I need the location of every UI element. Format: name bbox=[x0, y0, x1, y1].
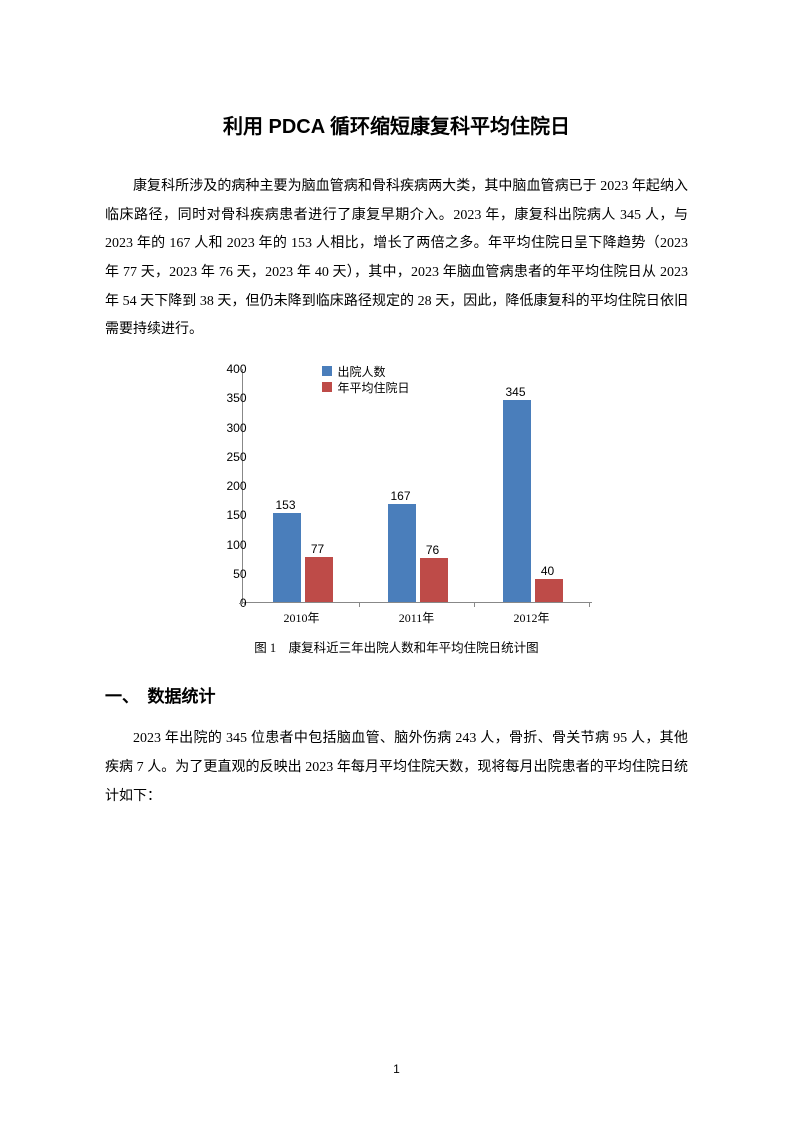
chart-bar bbox=[503, 400, 531, 602]
intro-paragraph: 康复科所涉及的病种主要为脑血管病和骨科疾病两大类，其中脑血管病已于 2023 年… bbox=[105, 173, 688, 345]
x-axis-tick-mark bbox=[244, 603, 245, 607]
y-axis-tick-mark bbox=[239, 486, 243, 487]
chart-bar bbox=[535, 579, 563, 602]
body-paragraph-1: 2023 年出院的 345 位患者中包括脑血管、脑外伤病 243 人，骨折、骨关… bbox=[105, 725, 688, 811]
y-axis-tick-mark bbox=[239, 398, 243, 399]
x-axis-category-label: 2010年 bbox=[283, 609, 319, 626]
chart-bar bbox=[420, 558, 448, 602]
bar-value-label: 40 bbox=[541, 564, 554, 578]
x-axis-tick-mark bbox=[474, 603, 475, 607]
y-axis-tick-mark bbox=[239, 457, 243, 458]
chart-caption: 图 1 康复科近三年出院人数和年平均住院日统计图 bbox=[187, 637, 607, 656]
bar-value-label: 77 bbox=[311, 542, 324, 556]
y-axis-tick-mark bbox=[239, 428, 243, 429]
x-axis-category-label: 2012年 bbox=[513, 609, 549, 626]
x-axis-tick-mark bbox=[589, 603, 590, 607]
chart-plot-area bbox=[242, 369, 592, 603]
chart-bar bbox=[388, 504, 416, 602]
bar-value-label: 153 bbox=[275, 498, 295, 512]
y-axis-tick-mark bbox=[239, 369, 243, 370]
page-number: 1 bbox=[0, 1062, 793, 1076]
y-axis-tick-mark bbox=[239, 574, 243, 575]
x-axis-category-label: 2011年 bbox=[399, 609, 435, 626]
y-axis-tick-mark bbox=[239, 515, 243, 516]
bar-value-label: 76 bbox=[426, 543, 439, 557]
chart-container: 出院人数年平均住院日 0501001502002503003504002010年… bbox=[187, 363, 607, 656]
bar-value-label: 345 bbox=[505, 385, 525, 399]
bar-value-label: 167 bbox=[390, 489, 410, 503]
bar-chart: 出院人数年平均住院日 0501001502002503003504002010年… bbox=[187, 363, 607, 633]
chart-bar bbox=[305, 557, 333, 602]
document-page: 利用 PDCA 循环缩短康复科平均住院日 康复科所涉及的病种主要为脑血管病和骨科… bbox=[105, 110, 688, 829]
x-axis-tick-mark bbox=[359, 603, 360, 607]
y-axis-tick-mark bbox=[239, 603, 243, 604]
y-axis-tick-mark bbox=[239, 545, 243, 546]
section-heading-1: 一、 数据统计 bbox=[105, 682, 688, 707]
page-title: 利用 PDCA 循环缩短康复科平均住院日 bbox=[105, 110, 688, 139]
chart-bar bbox=[273, 513, 301, 603]
